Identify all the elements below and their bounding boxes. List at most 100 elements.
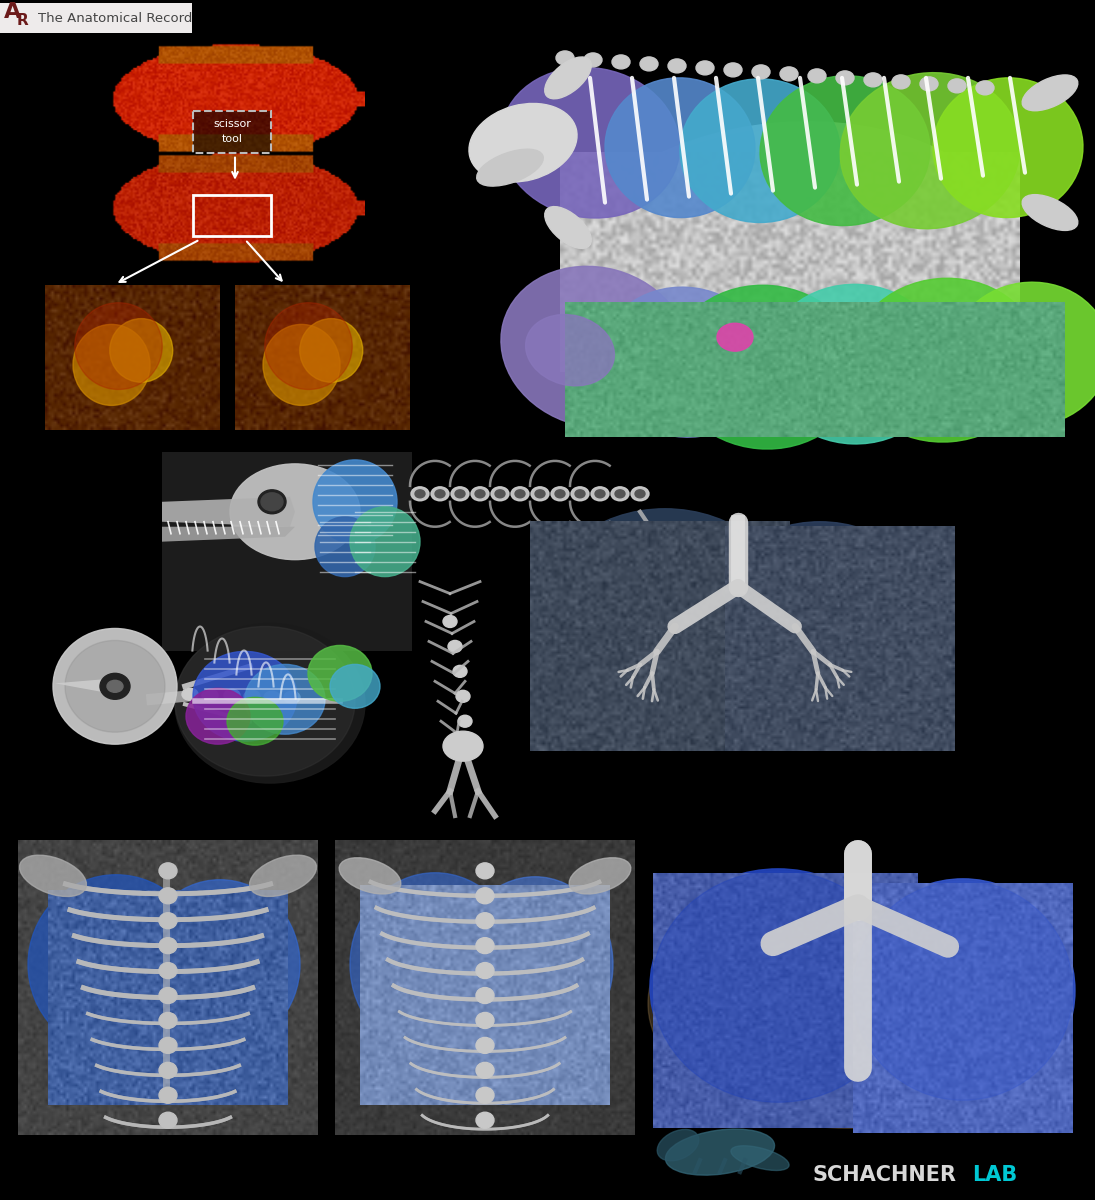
Ellipse shape xyxy=(159,962,177,978)
Ellipse shape xyxy=(448,641,462,653)
Ellipse shape xyxy=(227,697,283,745)
Ellipse shape xyxy=(780,67,798,80)
Ellipse shape xyxy=(544,56,591,98)
Ellipse shape xyxy=(107,680,123,692)
Ellipse shape xyxy=(476,1038,494,1054)
Ellipse shape xyxy=(668,59,685,73)
Ellipse shape xyxy=(339,858,401,894)
Ellipse shape xyxy=(201,689,218,701)
Ellipse shape xyxy=(411,487,429,500)
Ellipse shape xyxy=(724,62,742,77)
Ellipse shape xyxy=(74,302,162,390)
Ellipse shape xyxy=(840,73,1019,229)
Ellipse shape xyxy=(471,487,489,500)
Ellipse shape xyxy=(300,319,362,383)
Ellipse shape xyxy=(666,1129,774,1175)
Ellipse shape xyxy=(159,888,177,904)
Ellipse shape xyxy=(453,665,466,677)
Ellipse shape xyxy=(648,878,1048,1128)
Text: scissor: scissor xyxy=(214,119,251,128)
Ellipse shape xyxy=(350,506,420,576)
Text: The Anatomical Record: The Anatomical Record xyxy=(38,12,193,24)
Polygon shape xyxy=(162,497,295,527)
Ellipse shape xyxy=(606,78,754,217)
Ellipse shape xyxy=(264,691,280,703)
Ellipse shape xyxy=(443,731,483,761)
Ellipse shape xyxy=(595,490,606,498)
Ellipse shape xyxy=(159,1112,177,1128)
Ellipse shape xyxy=(475,490,485,498)
Ellipse shape xyxy=(140,880,300,1049)
Ellipse shape xyxy=(443,616,457,628)
Text: R: R xyxy=(18,12,28,28)
Ellipse shape xyxy=(457,877,613,1052)
Ellipse shape xyxy=(567,122,1006,383)
Ellipse shape xyxy=(635,490,645,498)
Ellipse shape xyxy=(696,61,714,74)
Ellipse shape xyxy=(680,79,840,222)
Ellipse shape xyxy=(175,624,365,784)
Ellipse shape xyxy=(851,878,1075,1103)
Bar xyxy=(193,110,270,152)
Ellipse shape xyxy=(853,881,1073,1100)
Ellipse shape xyxy=(476,1087,494,1103)
Ellipse shape xyxy=(575,490,585,498)
Ellipse shape xyxy=(950,282,1095,426)
Ellipse shape xyxy=(159,988,177,1003)
Ellipse shape xyxy=(159,1087,177,1103)
Bar xyxy=(0,4,192,32)
Ellipse shape xyxy=(948,79,966,92)
Ellipse shape xyxy=(476,962,494,978)
Ellipse shape xyxy=(65,641,165,732)
Ellipse shape xyxy=(313,460,397,544)
Ellipse shape xyxy=(469,103,577,182)
Ellipse shape xyxy=(250,856,316,896)
Ellipse shape xyxy=(159,937,177,954)
Ellipse shape xyxy=(431,487,449,500)
Text: tool: tool xyxy=(221,133,242,144)
Ellipse shape xyxy=(555,490,565,498)
Ellipse shape xyxy=(556,50,574,65)
Ellipse shape xyxy=(224,689,240,701)
Ellipse shape xyxy=(451,487,469,500)
Ellipse shape xyxy=(511,487,529,500)
Ellipse shape xyxy=(976,80,994,95)
Ellipse shape xyxy=(892,74,910,89)
Ellipse shape xyxy=(933,78,1083,217)
Ellipse shape xyxy=(526,314,614,386)
Ellipse shape xyxy=(570,487,589,500)
Ellipse shape xyxy=(476,1062,494,1079)
Ellipse shape xyxy=(717,323,753,352)
Ellipse shape xyxy=(476,913,494,929)
Ellipse shape xyxy=(456,736,470,748)
Text: LAB: LAB xyxy=(972,1165,1017,1186)
Ellipse shape xyxy=(835,71,854,85)
Ellipse shape xyxy=(500,67,680,218)
Ellipse shape xyxy=(308,646,372,701)
Ellipse shape xyxy=(350,872,520,1056)
Ellipse shape xyxy=(705,522,935,721)
Text: SCHACHNER: SCHACHNER xyxy=(812,1165,956,1186)
Ellipse shape xyxy=(531,487,549,500)
Ellipse shape xyxy=(611,487,629,500)
Ellipse shape xyxy=(245,665,325,734)
Ellipse shape xyxy=(230,464,360,559)
Ellipse shape xyxy=(808,68,826,83)
Ellipse shape xyxy=(1022,194,1077,230)
Ellipse shape xyxy=(159,1013,177,1028)
Ellipse shape xyxy=(591,487,609,500)
Ellipse shape xyxy=(186,689,250,744)
Ellipse shape xyxy=(28,875,204,1055)
Ellipse shape xyxy=(765,284,945,444)
Ellipse shape xyxy=(284,691,300,703)
Ellipse shape xyxy=(650,869,906,1104)
Ellipse shape xyxy=(265,302,353,390)
Ellipse shape xyxy=(159,913,177,929)
Ellipse shape xyxy=(476,888,494,904)
Ellipse shape xyxy=(760,76,930,226)
Ellipse shape xyxy=(1022,74,1077,110)
Ellipse shape xyxy=(730,1146,789,1170)
Ellipse shape xyxy=(53,629,177,744)
Ellipse shape xyxy=(631,487,649,500)
Ellipse shape xyxy=(159,863,177,878)
